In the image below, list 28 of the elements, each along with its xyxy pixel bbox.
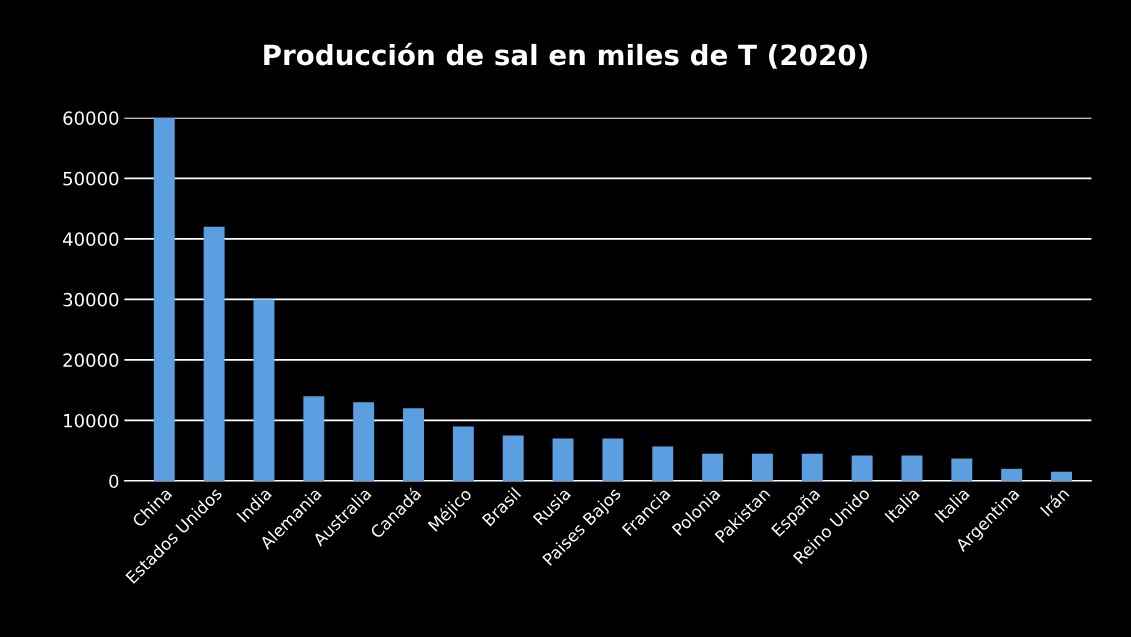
y-tick-label: 0 <box>109 474 119 489</box>
bar <box>1001 468 1023 481</box>
y-tick-label: 50000 <box>63 171 119 186</box>
bar <box>153 117 175 481</box>
bar <box>901 455 923 481</box>
bar <box>1051 471 1072 481</box>
bar <box>502 435 524 481</box>
bar <box>353 402 375 481</box>
bar <box>652 446 674 481</box>
bar <box>702 453 724 481</box>
x-tick-label: Irán <box>1039 486 1070 517</box>
y-tick-label: 60000 <box>63 111 119 125</box>
bar <box>602 438 624 481</box>
bar <box>452 426 474 481</box>
y-tick-label: 10000 <box>64 413 119 428</box>
bar <box>303 396 325 481</box>
bar <box>751 453 773 481</box>
bar <box>203 226 225 481</box>
y-tick-label: 40000 <box>62 232 119 246</box>
bar <box>951 458 973 481</box>
chart-title: Producción de sal en miles de T (2020) <box>264 42 867 69</box>
bar <box>851 455 873 481</box>
bar <box>801 453 823 481</box>
bar <box>552 438 574 481</box>
y-tick-label: 30000 <box>63 292 119 307</box>
bar <box>403 408 424 481</box>
y-tick-label: 20000 <box>63 353 119 368</box>
bar <box>253 299 275 481</box>
